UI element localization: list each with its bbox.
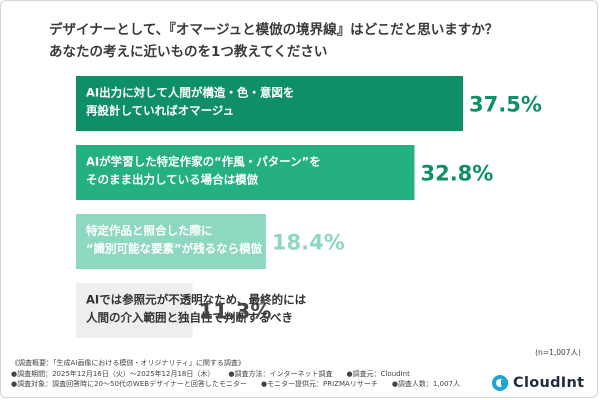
bar-1-label-line-1: AI出力に対して人間が構造・色・意図を <box>86 86 294 100</box>
bar-4-value-label: 11.3% <box>199 300 272 324</box>
bar-2 <box>76 145 415 200</box>
bar-3-value-label: 18.4% <box>272 231 345 255</box>
survey-provider: ●モニター提供元：PRIZMAリサーチ <box>260 380 378 388</box>
survey-target: ●調査対象：調査回答時に20〜50代のWEBデザイナーと回答したモニター <box>11 380 247 388</box>
bar-3-label-line-2: “識別可能な要素”が残るなら模倣 <box>86 242 263 256</box>
bar-3-label-line-1: 特定作品と照合した際に <box>86 224 213 238</box>
bar-2-label-line-2: そのまま出力している場合は模倣 <box>86 173 259 187</box>
question-line-1: デザイナーとして、『オマージュと模倣の境界線』はどこだと思いますか？ <box>49 22 499 38</box>
bar-2-value-label: 32.8% <box>420 162 493 186</box>
survey-period: ●調査期間：2025年12月16日（火）〜2025年12月18日（木） <box>11 369 215 378</box>
bar-1 <box>76 76 463 131</box>
sample-size: (n=1,007人) <box>535 348 581 357</box>
bar-1-value-label: 37.5% <box>469 93 542 117</box>
logo-text: CloudInt <box>513 375 585 391</box>
cloudint-logo-icon <box>492 375 508 391</box>
survey-organizer: ●調査元：CloudInt <box>346 369 410 378</box>
survey-title: 《調査概要：「生成AI画像における模倣・オリジナリティ」に関する調査》 <box>11 359 245 367</box>
bar-2-label-line-1: AIが学習した特定作家の“作風・パターン”を <box>86 155 321 169</box>
bar-1-label-line-2: 再設計していればオマージュ <box>86 104 234 118</box>
question-line-2: あなたの考えに近いものを1つ教えてください <box>49 44 328 60</box>
survey-overview: 《調査概要：「生成AI画像における模倣・オリジナリティ」に関する調査》 ●調査期… <box>11 358 481 390</box>
cloudint-logo: CloudInt <box>492 373 584 393</box>
survey-count: ●調査人数：1,007人 <box>391 380 460 388</box>
survey-method: ●調査方法：インターネット調査 <box>228 369 333 378</box>
bar-4 <box>76 283 193 338</box>
question-title: デザイナーとして、『オマージュと模倣の境界線』はどこだと思いますか？ あなたの考… <box>49 19 589 63</box>
bar-4-label-line-1: AIでは参照元が不透明なため、最終的には <box>86 293 307 307</box>
bar-3 <box>76 214 266 269</box>
bar-4-label-line-2: 人間の介入範囲と独自性で判断するべき <box>86 311 293 325</box>
